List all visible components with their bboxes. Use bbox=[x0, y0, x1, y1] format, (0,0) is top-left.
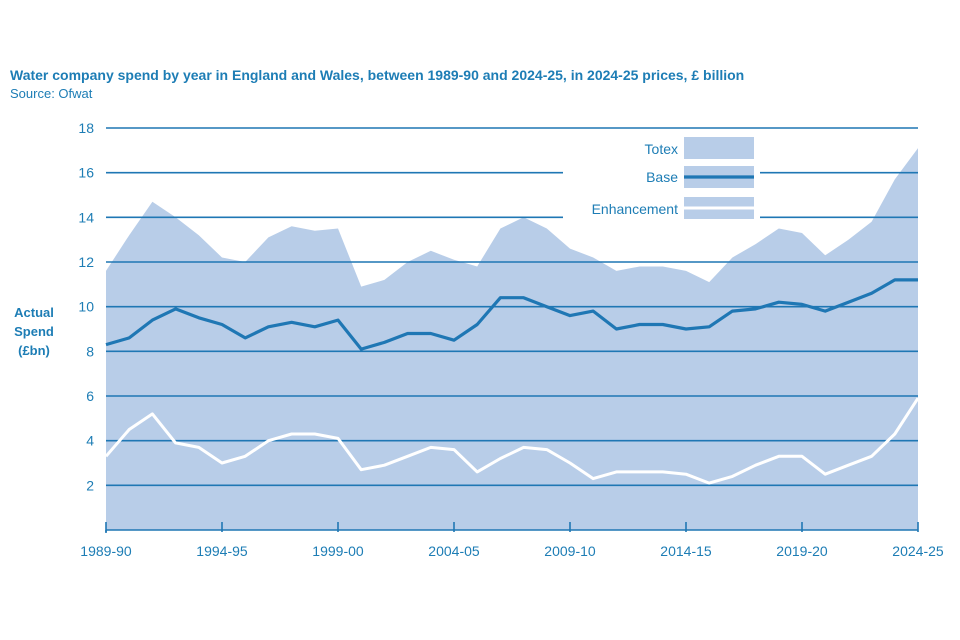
series-enhancement-line bbox=[104, 397, 920, 485]
y-tick-label-14: 14 bbox=[78, 209, 94, 225]
y-tick-label-6: 6 bbox=[86, 388, 94, 404]
x-tick-label-2004: 2004-05 bbox=[428, 543, 480, 559]
x-tick-label-1999: 1999-00 bbox=[312, 543, 364, 559]
x-tick-label-2024: 2024-25 bbox=[892, 543, 944, 559]
y-tick-label-2: 2 bbox=[86, 477, 94, 493]
x-tick-label-2009: 2009-10 bbox=[544, 543, 596, 559]
y-axis-label-line-2: Spend bbox=[14, 324, 54, 339]
x-tick-label-2019: 2019-20 bbox=[776, 543, 828, 559]
series-totex-area bbox=[106, 148, 918, 530]
y-tick-label-8: 8 bbox=[86, 343, 94, 359]
y-axis-label: Actual Spend (£bn) bbox=[2, 303, 66, 360]
legend-label-totex: Totex bbox=[645, 141, 678, 157]
legend-label-enhancement: Enhancement bbox=[592, 201, 679, 217]
legend-swatch-totex bbox=[684, 137, 754, 159]
legend-label-base: Base bbox=[646, 169, 678, 185]
y-tick-label-16: 16 bbox=[78, 165, 94, 181]
y-tick-label-4: 4 bbox=[86, 433, 94, 449]
x-tick-label-1989: 1989-90 bbox=[80, 543, 132, 559]
x-tick-label-1994: 1994-95 bbox=[196, 543, 248, 559]
series-base-line bbox=[105, 278, 918, 351]
y-tick-label-12: 12 bbox=[78, 254, 94, 270]
y-tick-label-18: 18 bbox=[78, 120, 94, 136]
y-axis-label-line-3: (£bn) bbox=[18, 343, 50, 358]
chart-title: Water company spend by year in England a… bbox=[10, 67, 745, 83]
chart-source: Source: Ofwat bbox=[10, 86, 93, 101]
y-axis-label-line-1: Actual bbox=[14, 305, 54, 320]
x-tick-label-2014: 2014-15 bbox=[660, 543, 712, 559]
y-tick-label-10: 10 bbox=[78, 299, 94, 315]
